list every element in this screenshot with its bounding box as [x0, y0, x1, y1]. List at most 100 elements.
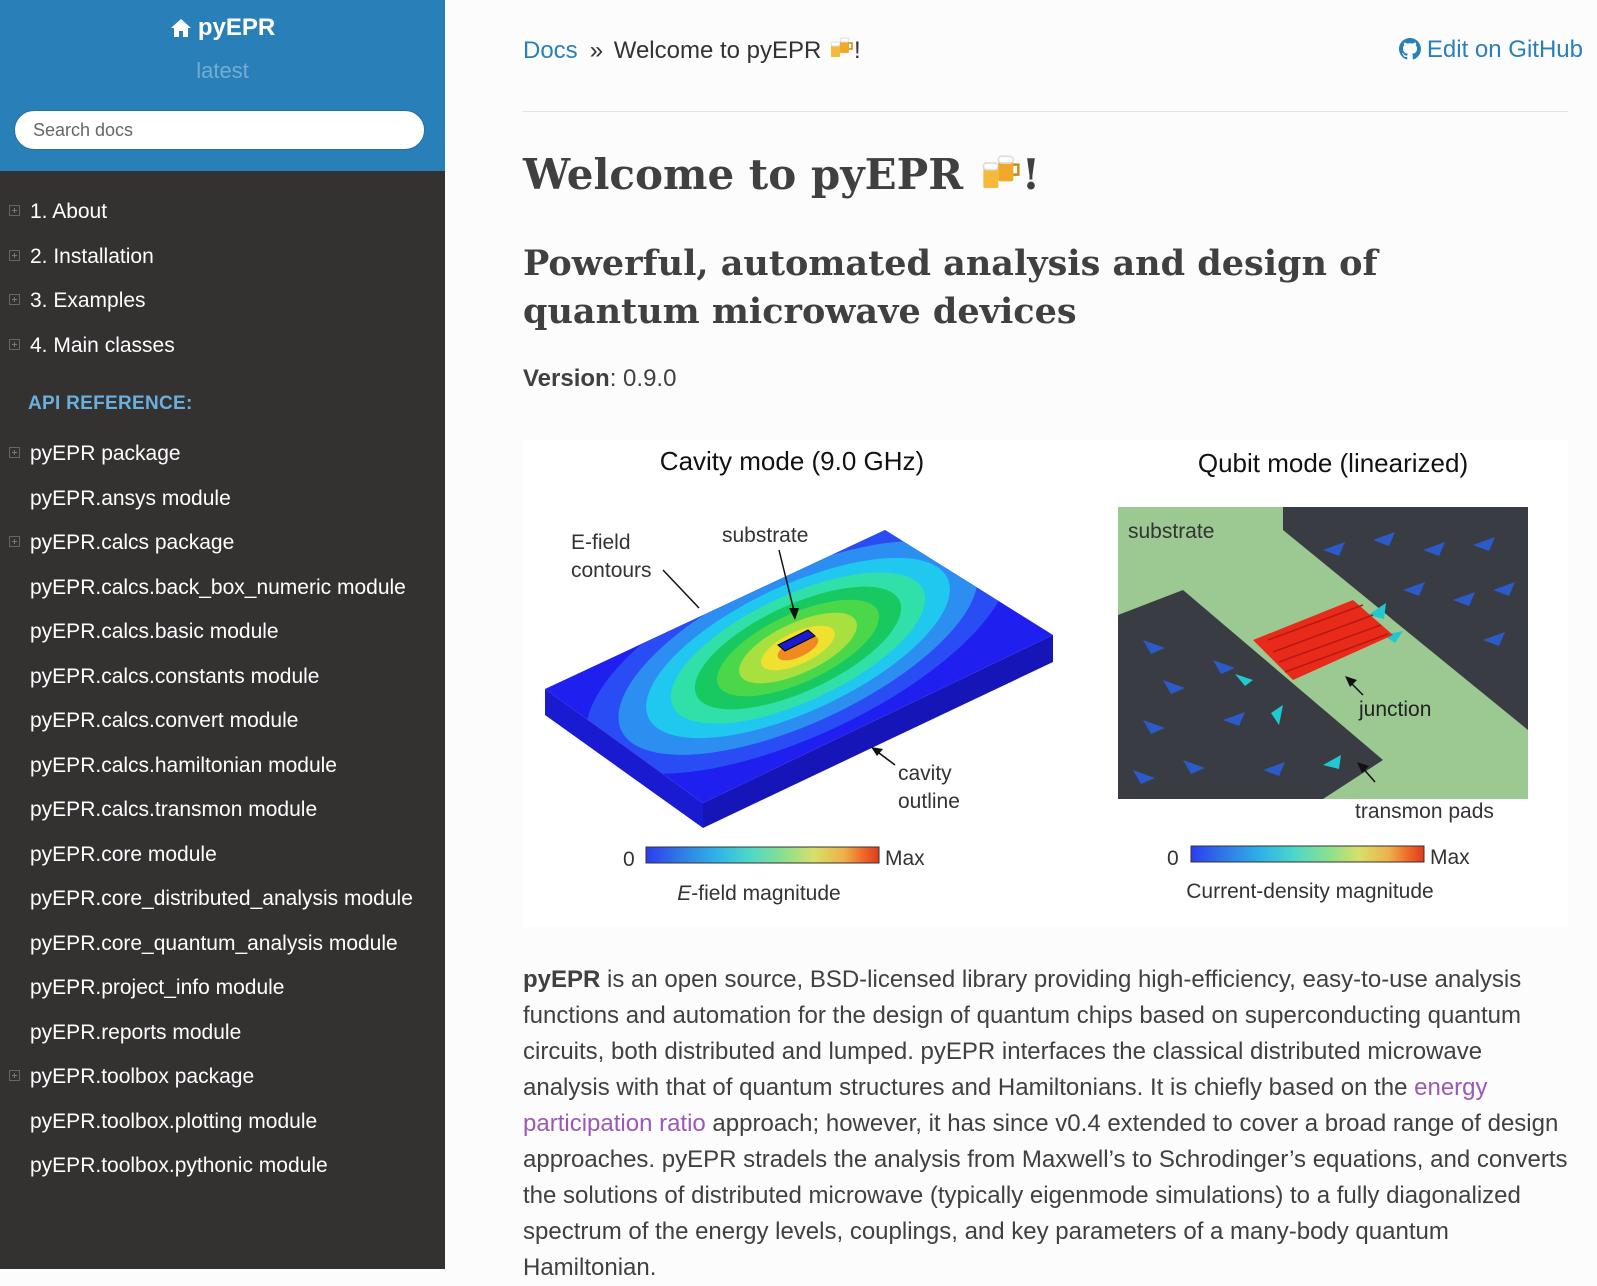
- sidebar-item-label: pyEPR.project_info module: [30, 976, 285, 999]
- sidebar-item-label: pyEPR.core_distributed_analysis module: [30, 887, 413, 910]
- sidebar: pyEPR latest 1. About 2. Installation 3. E…: [0, 0, 445, 1269]
- search-input[interactable]: [14, 110, 425, 150]
- epr-link[interactable]: energy participation ratio: [523, 1074, 1488, 1137]
- sidebar-item-label: pyEPR.calcs.back_box_numeric module: [30, 575, 406, 599]
- sidebar-item[interactable]: pyEPR.reports module: [0, 1011, 445, 1056]
- sidebar-item-label: pyEPR.calcs.constants module: [30, 664, 320, 688]
- sidebar-item[interactable]: pyEPR.project_info module: [0, 966, 445, 1011]
- sidebar-item-label: pyEPR.reports module: [30, 1020, 242, 1044]
- page-title-text: Welcome to pyEPR: [523, 150, 964, 199]
- sidebar-item[interactable]: pyEPR.calcs.back_box_numeric module: [0, 566, 445, 611]
- version-line: Version: 0.9.0: [523, 365, 676, 393]
- beer-icon: [978, 153, 1022, 203]
- breadcrumb-separator: »: [589, 36, 604, 64]
- sidebar-item-label: pyEPR.toolbox.pythonic module: [30, 1154, 328, 1177]
- page-title-suffix: !: [1021, 150, 1041, 199]
- sidebar-header: pyEPR latest: [0, 0, 445, 171]
- expand-icon[interactable]: [9, 249, 20, 261]
- sidebar-item-label: pyEPR package: [30, 442, 181, 465]
- contours-label: contours: [571, 559, 652, 582]
- sidebar-item[interactable]: pyEPR.toolbox.plotting module: [0, 1100, 445, 1145]
- sidebar-item[interactable]: pyEPR.toolbox.pythonic module: [0, 1144, 445, 1189]
- edit-on-github-label: Edit on GitHub: [1426, 36, 1583, 63]
- right-colorbar: [1190, 845, 1425, 863]
- right-scale-min: 0: [1167, 847, 1179, 870]
- sidebar-item-label: pyEPR.calcs.transmon module: [30, 798, 318, 821]
- qubit-title: Qubit mode (linearized): [1198, 448, 1468, 478]
- expand-icon[interactable]: [9, 294, 20, 305]
- expand-icon[interactable]: [9, 1070, 20, 1081]
- project-name[interactable]: pyEPR: [197, 14, 276, 41]
- qubit-render: [1118, 507, 1528, 799]
- version-label: latest: [196, 58, 249, 83]
- expand-icon[interactable]: [9, 205, 20, 216]
- sidebar-item[interactable]: pyEPR.ansys module: [0, 477, 445, 522]
- version-label: Version: [523, 365, 610, 392]
- sidebar-item[interactable]: pyEPR.calcs package: [0, 521, 445, 566]
- left-scale-max: Max: [885, 847, 925, 870]
- sidebar-item[interactable]: pyEPR.core module: [0, 833, 445, 878]
- sidebar-item[interactable]: pyEPR.calcs.transmon module: [0, 788, 445, 833]
- substrate-label-right: substrate: [1128, 520, 1214, 543]
- sidebar-item[interactable]: 2. Installation: [0, 235, 445, 280]
- page-title: Welcome to pyEPR !: [523, 150, 1040, 203]
- breadcrumb-suffix: !: [854, 36, 861, 64]
- sidebar-item-label: 4. Main classes: [30, 333, 175, 357]
- breadcrumb-current: Welcome to pyEPR: [613, 36, 822, 64]
- sidebar-item-label: pyEPR.calcs.basic module: [30, 620, 279, 643]
- efield-label: E-field: [571, 531, 631, 554]
- sidebar-item[interactable]: pyEPR.calcs.convert module: [0, 699, 445, 744]
- sidebar-nav: 1. About 2. Installation 3. Examples 4. Mai…: [0, 190, 445, 1189]
- expand-icon[interactable]: [9, 338, 20, 350]
- sidebar-item[interactable]: pyEPR.core_distributed_analysis module: [0, 877, 445, 922]
- left-caption: E-field magnitude: [677, 882, 840, 905]
- sidebar-item[interactable]: pyEPR package: [0, 432, 445, 477]
- version-value: : 0.9.0: [609, 365, 677, 392]
- beer-icon: [828, 36, 854, 67]
- sidebar-item-label: 3. Examples: [30, 289, 146, 312]
- sidebar-item-label: pyEPR.core_quantum_analysis module: [30, 931, 398, 955]
- intro-text-1: is an open source, BSD-licensed library …: [523, 966, 1522, 1101]
- sidebar-item-label: pyEPR.ansys module: [30, 486, 231, 510]
- intro-lead: pyEPR: [523, 966, 601, 993]
- home-icon: [170, 17, 192, 45]
- header-divider: [523, 111, 1568, 112]
- cavity-label: cavity: [898, 762, 952, 785]
- sidebar-item[interactable]: pyEPR.calcs.hamiltonian module: [0, 744, 445, 789]
- expand-icon[interactable]: [9, 447, 20, 458]
- left-caption-em: E: [677, 882, 692, 905]
- sidebar-item[interactable]: 1. About: [0, 190, 445, 235]
- sidebar-item[interactable]: pyEPR.calcs.constants module: [0, 655, 445, 700]
- right-scale-max: Max: [1430, 846, 1470, 869]
- sidebar-item-label: pyEPR.toolbox.plotting module: [30, 1109, 318, 1133]
- outline-label: outline: [898, 790, 960, 813]
- sidebar-item[interactable]: 3. Examples: [0, 279, 445, 324]
- edit-on-github-link[interactable]: Edit on GitHub: [1398, 36, 1583, 64]
- breadcrumb: Docs » Welcome to pyEPR !: [523, 36, 861, 67]
- sidebar-item[interactable]: pyEPR.toolbox package: [0, 1055, 445, 1100]
- github-icon: [1398, 38, 1421, 60]
- sidebar-item-label: 2. Installation: [30, 244, 154, 268]
- project-home-link[interactable]: pyEPR: [0, 14, 445, 45]
- breadcrumb-docs-link[interactable]: Docs: [523, 36, 578, 64]
- left-caption-rest: -field magnitude: [691, 882, 840, 905]
- api-reference-caption: API REFERENCE:: [28, 393, 193, 414]
- sidebar-item-label: pyEPR.calcs package: [30, 531, 235, 554]
- page-subtitle: Powerful, automated analysis and design …: [523, 243, 1378, 332]
- sidebar-item[interactable]: pyEPR.calcs.basic module: [0, 610, 445, 655]
- left-scale-min: 0: [623, 848, 635, 871]
- sidebar-item[interactable]: 4. Main classes: [0, 324, 445, 369]
- cavity-render: [545, 530, 1053, 828]
- substrate-label-left: substrate: [722, 524, 808, 547]
- figure-image: Cavity mode (9.0 GHz): [523, 440, 1568, 927]
- sidebar-item-label: 1. About: [30, 200, 108, 223]
- pads-label: transmon pads: [1355, 800, 1494, 823]
- left-colorbar: [645, 846, 880, 864]
- expand-icon[interactable]: [9, 536, 20, 547]
- sidebar-item-label: pyEPR.core module: [30, 842, 217, 866]
- sidebar-item-label: pyEPR.calcs.hamiltonian module: [30, 753, 337, 777]
- sidebar-item-label: pyEPR.toolbox package: [30, 1065, 255, 1088]
- intro-paragraph: pyEPR is an open source, BSD-licensed li…: [523, 962, 1568, 1286]
- sidebar-item[interactable]: pyEPR.core_quantum_analysis module: [0, 922, 445, 967]
- right-caption: Current-density magnitude: [1186, 880, 1433, 903]
